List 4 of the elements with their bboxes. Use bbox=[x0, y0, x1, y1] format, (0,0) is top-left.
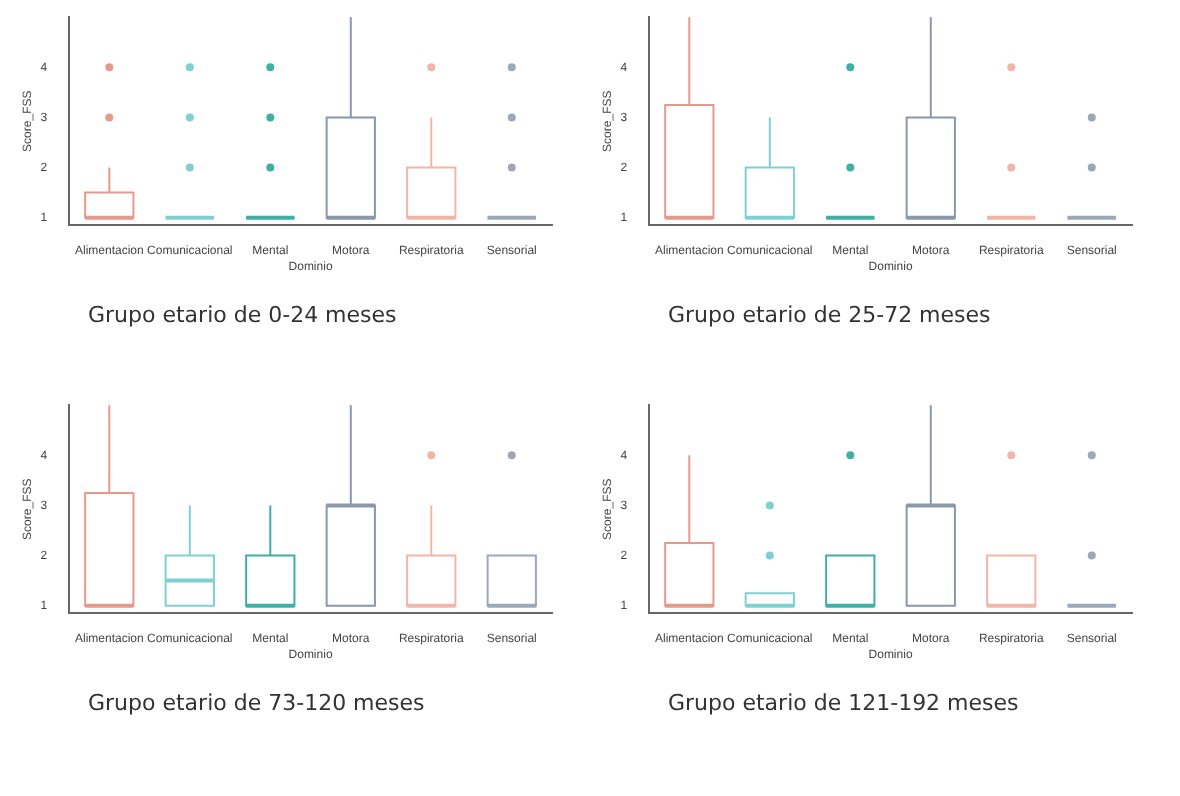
text: Grupo etario de 73-120 meses bbox=[86, 690, 427, 716]
text: Grupo etario de 121-192 meses bbox=[666, 690, 1021, 716]
text: Grupo etario de 25-72 meses bbox=[666, 302, 993, 328]
text: Grupo etario de 0-24 meses bbox=[86, 302, 399, 328]
